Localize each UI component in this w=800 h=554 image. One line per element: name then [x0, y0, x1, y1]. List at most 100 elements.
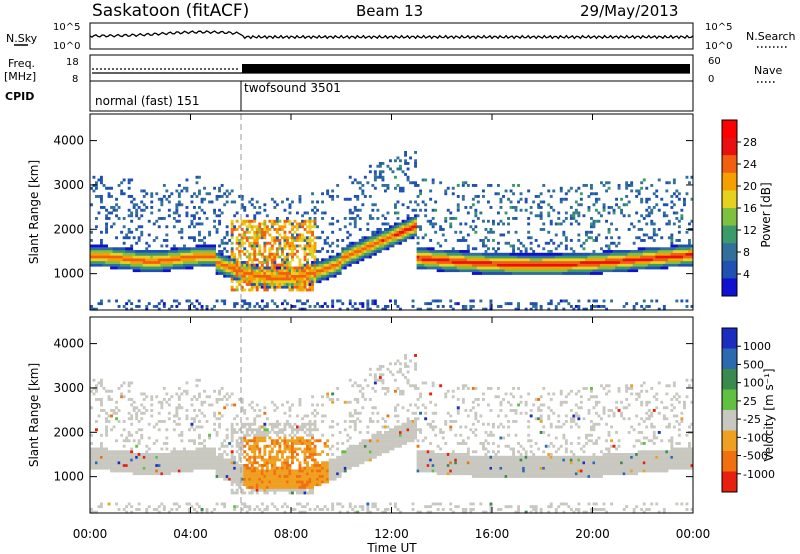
power-cell: [419, 263, 422, 267]
velocity-cell: [293, 488, 297, 492]
power-cell: [223, 269, 227, 273]
power-cell: [522, 258, 526, 262]
power-cell: [281, 269, 284, 273]
power-cell: [466, 250, 470, 253]
power-cell: [479, 299, 483, 303]
power-cell: [336, 261, 340, 264]
power-cell: [512, 258, 515, 262]
cpid-label: CPID: [5, 90, 34, 103]
velocity-cell: [238, 455, 242, 459]
velocity-cell: [218, 475, 221, 478]
power-cell: [497, 258, 500, 262]
power-cell: [373, 178, 377, 182]
power-cell: [278, 219, 282, 223]
velocity-cell: [230, 433, 234, 437]
power-cell: [348, 258, 352, 262]
velocity-cell: [303, 466, 307, 470]
velocity-cell: [228, 469, 232, 473]
power-cell: [574, 305, 578, 308]
velocity-cell: [255, 486, 259, 489]
power-cell: [162, 252, 166, 256]
velocity-cell: [200, 461, 204, 465]
power-cell: [524, 247, 528, 251]
power-cell: [107, 255, 111, 259]
power-cell: [617, 250, 621, 253]
power-cell: [645, 197, 649, 201]
velocity-cell: [250, 486, 254, 489]
power-cell: [552, 255, 556, 259]
power-cell: [595, 299, 598, 303]
power-cell: [316, 280, 319, 284]
colorbar-step: [722, 278, 737, 297]
power-cell: [183, 258, 186, 262]
velocity-cell: [180, 461, 184, 465]
power-cell: [208, 252, 211, 256]
power-cell: [677, 244, 681, 248]
power-cell: [466, 184, 470, 187]
power-cell: [514, 208, 518, 212]
power-cell: [582, 266, 586, 270]
velocity-cell: [188, 469, 191, 473]
power-cell: [680, 252, 684, 256]
power-cell: [140, 208, 144, 212]
power-cell: [167, 252, 171, 256]
power-cell: [361, 302, 365, 306]
velocity-cell: [195, 453, 199, 456]
power-cell: [564, 239, 568, 242]
velocity-cell: [107, 450, 111, 454]
power-cell: [416, 258, 420, 262]
power-cell: [273, 269, 277, 273]
power-cell: [356, 195, 360, 198]
velocity-cell: [203, 389, 206, 393]
power-cell: [193, 305, 196, 308]
velocity-cell: [172, 453, 176, 456]
power-cell: [474, 255, 478, 259]
power-cell: [125, 252, 129, 256]
power-cell: [155, 252, 159, 256]
velocity-cell: [220, 475, 224, 478]
velocity-cell: [195, 384, 199, 388]
power-cell: [549, 255, 553, 259]
power-cell: [492, 261, 495, 264]
power-cell: [602, 255, 606, 259]
velocity-cell: [220, 472, 224, 476]
velocity-cell: [303, 442, 307, 445]
velocity-cell: [205, 461, 209, 465]
power-cell: [461, 263, 465, 267]
power-cell: [519, 261, 523, 264]
power-cell: [532, 261, 536, 264]
power-cell: [250, 228, 254, 231]
power-cell: [635, 261, 639, 264]
power-cell: [268, 219, 272, 223]
power-cell: [615, 269, 618, 273]
power-cell: [348, 233, 352, 237]
velocity-cell: [105, 431, 108, 434]
velocity-cell: [240, 425, 244, 429]
power-cell: [293, 269, 297, 273]
power-cell: [298, 307, 302, 311]
power-cell: [642, 255, 646, 259]
power-cell: [482, 244, 485, 248]
velocity-cell: [291, 450, 294, 454]
power-cell: [554, 255, 558, 259]
velocity-cell: [157, 505, 161, 509]
power-cell: [615, 255, 618, 259]
power-cell: [208, 192, 211, 196]
power-cell: [343, 197, 347, 201]
power-cell: [218, 244, 221, 248]
velocity-cell: [110, 409, 113, 412]
power-cell: [243, 302, 247, 306]
power-cell: [238, 225, 242, 229]
power-cell: [378, 164, 382, 168]
power-cell: [466, 247, 470, 251]
power-cell: [527, 258, 531, 262]
velocity-cell: [273, 422, 277, 426]
velocity-cell: [240, 480, 244, 484]
power-cell: [670, 263, 674, 267]
power-cell: [361, 192, 365, 196]
power-cell: [574, 219, 578, 223]
velocity-cell: [203, 464, 206, 467]
power-cell: [632, 241, 636, 245]
power-cell: [482, 195, 485, 198]
power-cell: [461, 261, 465, 264]
